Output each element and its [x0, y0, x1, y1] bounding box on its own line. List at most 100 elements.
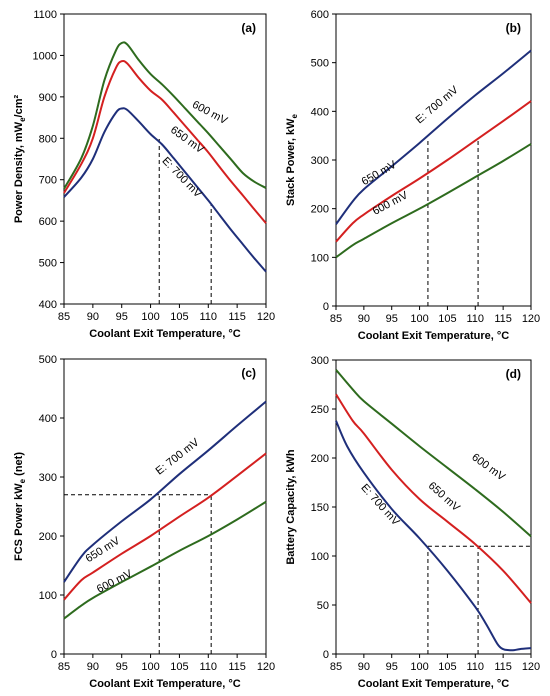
panel-a-series-label-e-700-mv: E: 700 mV	[159, 155, 204, 201]
panel-d-y-tick-label: 200	[311, 453, 329, 465]
panel-a-series-650-mv	[63, 59, 267, 224]
panel-d-x-tick-label: 100	[410, 661, 428, 673]
panel-c-series-label-e-700-mv: E: 700 mV	[154, 436, 202, 477]
panel-b-x-tick-label: 85	[330, 313, 342, 325]
panel-b-series-label-e-700-mv: E: 700 mV	[414, 84, 462, 127]
panel-c-x-tick-label: 110	[200, 661, 218, 673]
panel-a-y-tick-label: 700	[39, 175, 57, 187]
panel-d-y-tick-label: 50	[317, 600, 329, 612]
panel-a-y-tick-label: 800	[39, 133, 57, 145]
panel-b-label: (b)	[506, 21, 521, 35]
panel-c-series-label-600-mv: 600 mV	[95, 567, 135, 595]
panel-c-label: (c)	[241, 366, 256, 380]
panel-d-y-tick-label: 300	[311, 355, 329, 367]
panel-c-x-tick-label: 115	[228, 661, 246, 673]
panel-b-x-tick-label: 95	[386, 313, 398, 325]
panel-b-y-tick-label: 500	[311, 58, 329, 70]
panel-d-series-600-mv	[335, 369, 532, 538]
panel-b-series-label-600-mv: 600 mV	[371, 189, 411, 218]
panel-a-x-tick-label: 90	[87, 311, 99, 323]
panel-b-series-650-mv	[335, 100, 532, 243]
panel-b-x-tick-label: 115	[494, 313, 512, 325]
panel-b-x-tick-label: 110	[467, 313, 485, 325]
panel-d-y-axis-title: Battery Capacity, kWh	[285, 449, 297, 565]
panel-d-series-e-700-mv	[335, 420, 532, 652]
panel-d-x-tick-label: 110	[467, 661, 485, 673]
panel-b-y-axis-title: Stack Power, kWe	[285, 114, 299, 206]
panel-c-y-tick-label: 500	[39, 354, 57, 366]
panel-c-x-tick-label: 95	[116, 661, 128, 673]
panel-a-series-600-mv	[63, 41, 267, 190]
panel-d-y-tick-label: 150	[311, 502, 329, 514]
panel-c: 85 90 95 100 105 110 115 120 0 100 200 300 400 500 E: …	[13, 354, 275, 690]
panel-b-series-label-650-mv: 650 mV	[360, 158, 399, 188]
panel-b-x-tick-label: 105	[438, 313, 456, 325]
panel-d-y-tick-label: 0	[323, 649, 329, 661]
panel-d-label: (d)	[506, 367, 521, 381]
panel-c-x-tick-label: 105	[170, 661, 188, 673]
panel-a-x-tick-label: 95	[116, 311, 128, 323]
panel-a-y-tick-label: 400	[39, 299, 57, 311]
panel-c-series-650-mv	[63, 452, 267, 601]
panel-c-y-tick-label: 300	[39, 472, 57, 484]
panel-b-y-tick-label: 100	[311, 252, 329, 264]
panel-d-y-tick-label: 100	[311, 551, 329, 563]
panel-b: 85 90 95 100 105 110 115 120 0 100 200 300 400 500 600…	[285, 9, 540, 342]
panel-b-y-tick-label: 400	[311, 106, 329, 118]
panel-d-series-650-mv	[335, 393, 532, 604]
panel-a-x-tick-label: 85	[58, 311, 70, 323]
panel-b-y-tick-label: 300	[311, 155, 329, 167]
panel-a-y-tick-label: 1000	[33, 50, 57, 62]
panel-a-x-tick-label: 105	[170, 311, 188, 323]
panel-c-x-tick-label: 90	[87, 661, 99, 673]
panel-c-series-600-mv	[63, 500, 267, 620]
panel-c-x-tick-label: 100	[141, 661, 159, 673]
panel-a-y-tick-label: 900	[39, 92, 57, 104]
panel-c-y-tick-label: 400	[39, 413, 57, 425]
panel-c-frame	[63, 358, 267, 655]
panel-b-y-tick-label: 200	[311, 204, 329, 216]
panel-a: 85 90 95 100 105 110 115 120 400 500 600 700 800 900 1…	[13, 9, 275, 340]
panel-b-x-axis-title: Coolant Exit Temperature, °C	[358, 330, 510, 342]
panel-a-x-tick-label: 110	[200, 311, 218, 323]
panel-d: 85 90 95 100 105 110 115 120 0 50 100 150 200 250 300 E…	[285, 355, 540, 690]
panel-d-x-axis-title: Coolant Exit Temperature, °C	[358, 678, 510, 690]
panel-c-y-axis-title: FCS Power kWe (net)	[13, 452, 27, 561]
panel-a-y-tick-label: 1100	[33, 9, 57, 21]
panel-b-x-tick-label: 120	[522, 313, 540, 325]
panel-c-x-axis-title: Coolant Exit Temperature, °C	[89, 678, 241, 690]
panel-a-x-tick-label: 120	[257, 311, 275, 323]
panel-a-y-axis-title: Power Density, mWe/cm²	[13, 94, 27, 223]
panel-d-x-tick-label: 120	[522, 661, 540, 673]
panel-a-frame	[63, 13, 267, 305]
panel-a-y-tick-label: 600	[39, 216, 57, 228]
panel-a-series-label-600-mv: 600 mV	[190, 99, 230, 128]
panel-a-x-tick-label: 100	[141, 311, 159, 323]
panel-b-x-tick-label: 90	[358, 313, 370, 325]
panel-d-x-tick-label: 85	[330, 661, 342, 673]
panel-b-series-e-700-mv	[335, 49, 532, 225]
panel-c-y-tick-label: 0	[51, 649, 57, 661]
panel-c-x-tick-label: 85	[58, 661, 70, 673]
panel-a-x-axis-title: Coolant Exit Temperature, °C	[89, 328, 241, 340]
panel-a-x-tick-label: 115	[228, 311, 246, 323]
panel-d-x-tick-label: 95	[386, 661, 398, 673]
panel-a-y-tick-label: 500	[39, 258, 57, 270]
panel-d-x-tick-label: 115	[494, 661, 512, 673]
panel-d-series-label-e-700-mv: E: 700 mV	[358, 482, 402, 529]
panel-c-series-label-650-mv: 650 mV	[84, 534, 123, 565]
panel-d-frame	[335, 359, 532, 655]
panel-c-y-tick-label: 100	[39, 590, 57, 602]
panel-b-y-tick-label: 600	[311, 9, 329, 21]
panel-a-series-e-700-mv	[63, 107, 267, 273]
panel-d-y-tick-label: 250	[311, 404, 329, 416]
panel-d-series-label-600-mv: 600 mV	[469, 451, 507, 483]
panel-b-frame	[335, 13, 532, 307]
panel-d-x-tick-label: 90	[358, 661, 370, 673]
panel-c-series-e-700-mv	[63, 400, 267, 583]
panel-c-y-tick-label: 200	[39, 531, 57, 543]
panel-b-series-600-mv	[335, 143, 532, 259]
panel-b-x-tick-label: 100	[410, 313, 428, 325]
panel-c-x-tick-label: 120	[257, 661, 275, 673]
